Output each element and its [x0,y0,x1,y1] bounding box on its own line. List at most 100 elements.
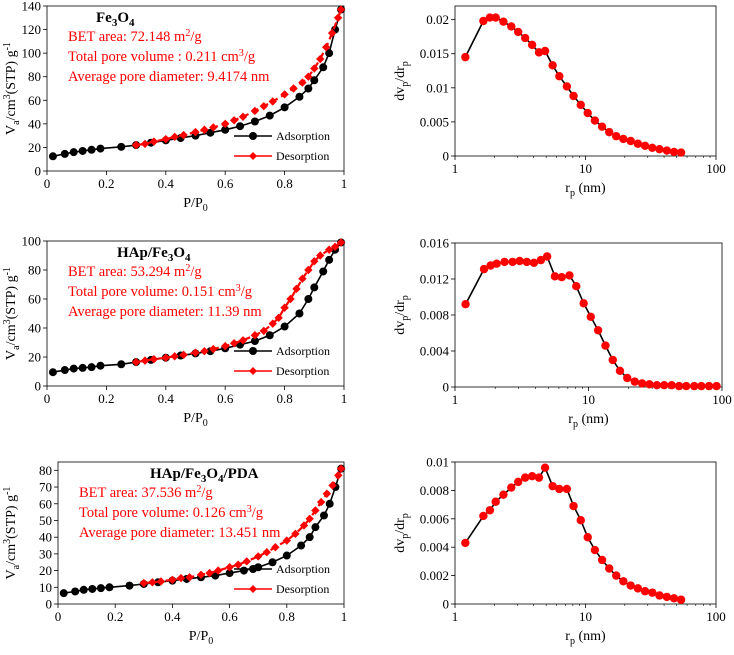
desorption-point [148,578,157,587]
desorption-point [268,97,277,106]
adsorption-point [304,295,313,303]
psd-point [593,326,603,335]
adsorption-point [282,551,291,560]
label-part: r [568,412,573,427]
desorption-point [304,265,313,275]
label-part: Total pore volume: 0.151 cm [68,284,236,300]
desorption-point [229,339,239,348]
x-tick-label: 0.4 [164,609,181,624]
x-tick-label: 0.8 [279,609,295,624]
desorption-point [282,536,291,545]
psd-point [645,380,654,389]
label-part: (nm) [575,181,606,196]
desorption-point [328,481,337,490]
adsorption-point [125,581,134,590]
psd-point [514,27,523,37]
label-part: P/P [189,629,209,644]
title-part: O [173,245,185,261]
adsorption-point [60,149,69,158]
x-tick-label: 0.8 [276,176,292,191]
desorption-point [209,344,218,354]
adsorption-point [48,152,57,161]
psd-point [540,463,550,472]
psd-point [527,472,537,481]
adsorption-point [60,366,69,375]
desorption-point [324,245,334,254]
label-part: V [4,125,19,135]
adsorption-point [325,499,334,508]
psd-point [479,511,488,521]
x-tick-label: 0.6 [221,609,238,624]
legend-adsorption-label: Adsorption [276,129,330,143]
psd-point [630,377,639,386]
legend-desorption-label: Desorption [276,364,329,378]
psd-point [491,13,500,22]
x-tick-label: 0 [44,176,51,191]
psd-point [507,483,516,492]
superscript: 3 [239,48,244,59]
psd-point [637,379,647,388]
desorption-point [298,274,307,283]
desorption-point [298,78,307,87]
label-part: /g [190,264,201,280]
superscript: 2 [185,28,190,39]
adsorption-point [297,541,306,550]
superscript: 2 [185,263,190,274]
desorption-point [268,319,277,328]
pore-diameter: Average pore diameter: 13.451 nm [79,525,281,541]
label-part: BET area: 53.294 m [68,264,186,280]
y-tick-label: 0.016 [420,236,450,251]
y-axis-label: Va/cm3(STP) g-1 [2,267,22,360]
adsorption-point [280,103,289,112]
label-part: Average pore diameter: 9.4174 nm [68,69,270,85]
psd-point [586,312,595,321]
desorption-point [242,557,251,566]
adsorption-point [239,566,248,575]
legend: Adsorption Desorption [234,344,330,378]
subscript: p [570,636,575,647]
desorption-point [316,54,325,64]
y-tick-label: 30 [39,546,52,561]
y-tick-label: 0 [443,149,450,164]
legend-desorption-label: Desorption [276,582,329,596]
adsorption-point [71,587,80,596]
y-axis-label: dvp/drp [393,61,411,101]
psd-point [676,148,686,157]
label-part: /g [252,505,263,521]
label-part: P/P [183,411,203,426]
psd-point [565,271,574,280]
title-part: O [206,466,218,482]
psd-point [583,108,592,118]
subscript: a [11,564,22,569]
y-tick-label: 0 [443,380,450,395]
adsorption-point [250,117,259,126]
label-part: /g [241,284,252,300]
psd-point [461,538,470,548]
desorption-point [299,521,309,530]
y-tick-label: 0.008 [420,308,449,323]
adsorption-point [265,331,274,340]
label-part: (nm) [578,412,609,427]
desorption-point [316,251,325,260]
desorption-point [191,348,200,357]
x-tick-label: 0.6 [217,391,234,406]
desorption-point [179,350,188,360]
desorption-point [271,543,280,552]
y-tick-label: 0.006 [420,511,450,526]
psd-point [676,595,686,604]
y-tick-label: 80 [39,463,52,478]
psd-point [612,132,621,141]
x-tick-label: 100 [712,392,732,407]
psd-point [655,591,664,600]
psd-point [542,252,552,261]
adsorption-point [295,92,304,101]
desorption-point [254,552,263,561]
desorption-point [330,242,340,251]
desorption-point [131,357,141,367]
adsorption-point [310,76,319,85]
adsorption-point [295,309,304,318]
desorption-point [213,566,223,575]
label-part: dv [393,321,408,335]
series-line-psd [464,16,682,154]
